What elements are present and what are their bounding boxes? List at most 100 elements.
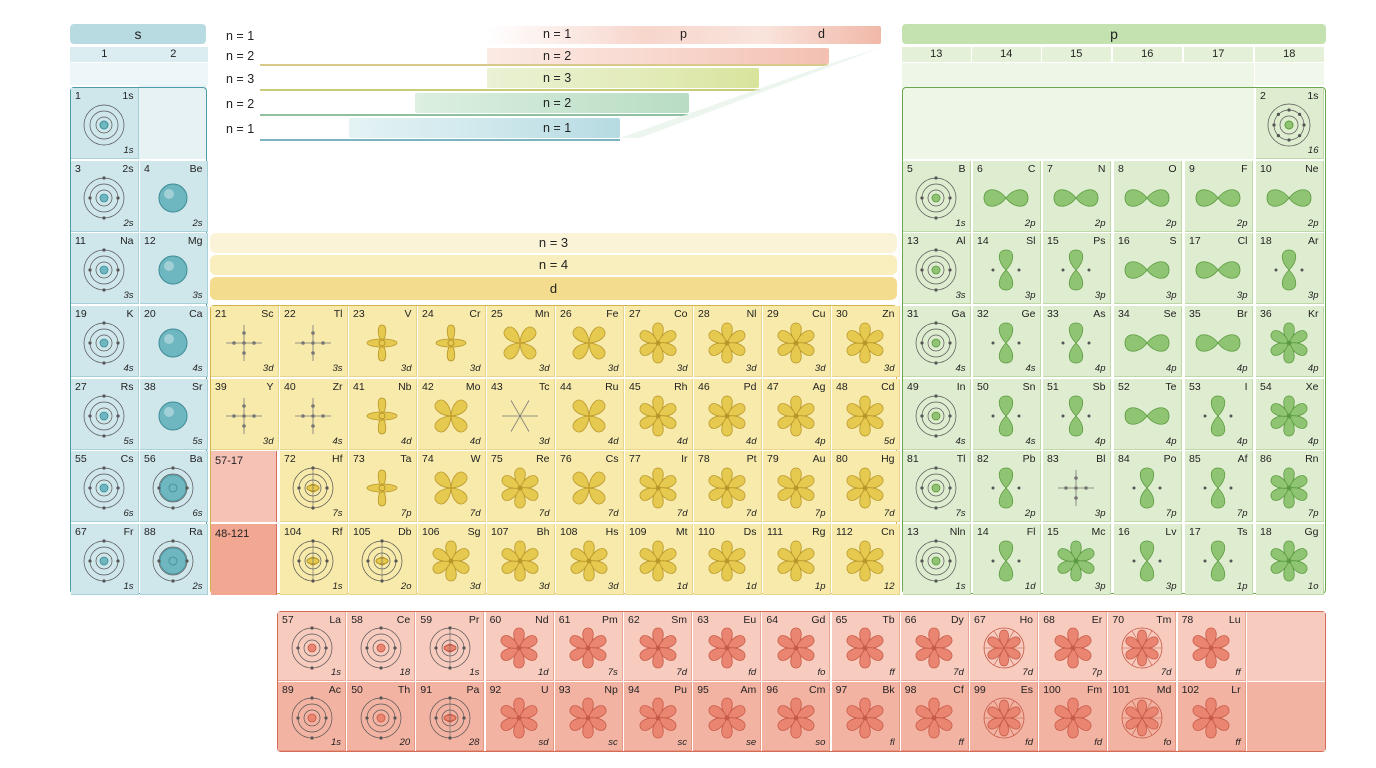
element-cell[interactable]: 15 Ps 3p (1043, 233, 1111, 304)
element-cell[interactable]: 70 Tm 7d (1108, 612, 1177, 681)
element-cell[interactable]: 22 Tl 3s (280, 306, 348, 377)
element-cell[interactable]: 55 Cs 6s (71, 451, 139, 522)
element-cell[interactable]: 39 Y 3d (211, 379, 279, 450)
element-cell[interactable]: 50 Sn 4s (973, 379, 1041, 450)
f-block-placeholder[interactable]: 57-17 (211, 451, 277, 522)
element-cell[interactable]: 11 Na 3s (71, 233, 139, 304)
element-cell[interactable]: 109 Mt 1d (625, 524, 693, 595)
element-cell[interactable]: 17 Ts 1p (1185, 524, 1253, 595)
element-cell[interactable]: 98 Cf ff (900, 682, 969, 751)
element-cell[interactable]: 95 Am se (693, 682, 762, 751)
element-cell[interactable]: 27 Rs 5s (71, 379, 139, 450)
element-cell[interactable]: 58 Ce 18 (347, 612, 416, 681)
element-cell[interactable]: 85 Af 7p (1185, 451, 1253, 522)
element-cell[interactable]: 26 Fe 3d (556, 306, 624, 377)
element-cell[interactable]: 57 La 1s (278, 612, 346, 681)
element-cell[interactable]: 40 Zr 4s (280, 379, 348, 450)
element-cell[interactable]: 97 Bk fl (831, 682, 900, 751)
element-cell[interactable]: 4 Be 2s (140, 161, 208, 232)
element-cell[interactable]: 10 Ne 2p (1256, 161, 1324, 232)
element-cell[interactable]: 16 Lv 3p (1114, 524, 1182, 595)
element-cell[interactable]: 1 1s 1s (71, 88, 139, 159)
element-cell[interactable]: 64 Gd fo (762, 612, 831, 681)
element-cell[interactable]: 86 Rn 7p (1256, 451, 1324, 522)
element-cell[interactable]: 51 Sb 4p (1043, 379, 1111, 450)
element-cell[interactable]: 14 Fl 1d (973, 524, 1041, 595)
element-cell[interactable]: 13 Nln 1s (903, 524, 971, 595)
element-cell[interactable]: 78 Lu ff (1177, 612, 1246, 681)
element-cell[interactable]: 100 Fm fd (1039, 682, 1108, 751)
element-cell[interactable]: 29 Cu 3d (763, 306, 831, 377)
element-cell[interactable]: 18 Ar 3p (1256, 233, 1324, 304)
element-cell[interactable]: 74 W 7d (418, 451, 486, 522)
element-cell[interactable]: 73 Ta 7p (349, 451, 417, 522)
element-cell[interactable]: 94 Pu sc (624, 682, 692, 751)
element-cell[interactable]: 36 Kr 4p (1256, 306, 1324, 377)
element-cell[interactable]: 101 Md fo (1108, 682, 1177, 751)
element-cell[interactable]: 21 Sc 3d (211, 306, 279, 377)
element-cell[interactable]: 66 Dy 7d (900, 612, 969, 681)
element-cell[interactable]: 107 Bh 3d (487, 524, 555, 595)
element-cell[interactable]: 67 Ho 7d (970, 612, 1038, 681)
element-cell[interactable]: 65 Tb ff (831, 612, 900, 681)
element-cell[interactable]: 15 Mc 3p (1043, 524, 1111, 595)
element-cell[interactable]: 89 Ac 1s (278, 682, 346, 751)
element-cell[interactable]: 63 Eu fd (693, 612, 762, 681)
element-cell[interactable]: 7 N 2p (1043, 161, 1111, 232)
element-cell[interactable]: 48 Cd 5d (832, 379, 900, 450)
element-cell[interactable]: 50 Th 20 (347, 682, 416, 751)
element-cell[interactable]: 99 Es fd (970, 682, 1038, 751)
element-cell[interactable]: 28 Nl 3d (694, 306, 762, 377)
element-cell[interactable]: 72 Hf 7s (280, 451, 348, 522)
element-cell[interactable]: 30 Zn 3d (832, 306, 900, 377)
element-cell[interactable]: 6 C 2p (973, 161, 1041, 232)
element-cell[interactable]: 16 S 3p (1114, 233, 1182, 304)
element-cell[interactable]: 75 Re 7d (487, 451, 555, 522)
element-cell[interactable]: 41 Nb 4d (349, 379, 417, 450)
element-cell[interactable]: 12 Mg 3s (140, 233, 208, 304)
element-cell[interactable]: 111 Rg 1p (763, 524, 831, 595)
element-cell[interactable]: 110 Ds 1d (694, 524, 762, 595)
element-cell[interactable]: 102 Lr ff (1177, 682, 1246, 751)
element-cell[interactable]: 44 Ru 4d (556, 379, 624, 450)
element-cell[interactable]: 17 Cl 3p (1185, 233, 1253, 304)
element-cell[interactable]: 80 Hg 7d (832, 451, 900, 522)
element-cell[interactable]: 34 Se 4p (1114, 306, 1182, 377)
element-cell[interactable]: 14 Sl 3p (973, 233, 1041, 304)
element-cell[interactable]: 13 Al 3s (903, 233, 971, 304)
element-cell[interactable]: 3 2s 2s (71, 161, 139, 232)
element-cell[interactable]: 42 Mo 4d (418, 379, 486, 450)
element-cell[interactable]: 53 I 4p (1185, 379, 1253, 450)
f-block-placeholder[interactable]: 48-121 (211, 524, 277, 595)
element-cell[interactable]: 83 Bl 3p (1043, 451, 1111, 522)
element-cell[interactable]: 25 Mn 3d (487, 306, 555, 377)
element-cell[interactable]: 52 Te 4p (1114, 379, 1182, 450)
element-cell[interactable]: 78 Pt 7d (694, 451, 762, 522)
element-cell[interactable]: 84 Po 7p (1114, 451, 1182, 522)
element-cell[interactable]: 47 Ag 4p (763, 379, 831, 450)
element-cell[interactable]: 79 Au 7p (763, 451, 831, 522)
element-cell[interactable]: 33 As 4p (1043, 306, 1111, 377)
element-cell[interactable]: 91 Pa 28 (416, 682, 485, 751)
element-cell[interactable]: 38 Sr 5s (140, 379, 208, 450)
element-cell[interactable]: 112 Cn 12 (832, 524, 900, 595)
element-cell[interactable]: 61 Pm 7s (554, 612, 623, 681)
element-cell[interactable]: 108 Hs 3d (556, 524, 624, 595)
element-cell[interactable]: 23 V 3d (349, 306, 417, 377)
element-cell[interactable]: 77 Ir 7d (625, 451, 693, 522)
element-cell[interactable]: 106 Sg 3d (418, 524, 486, 595)
element-cell[interactable]: 45 Rh 4d (625, 379, 693, 450)
element-cell[interactable]: 49 In 4s (903, 379, 971, 450)
element-cell[interactable]: 31 Ga 4s (903, 306, 971, 377)
element-cell[interactable]: 62 Sm 7d (624, 612, 692, 681)
element-cell[interactable]: 18 Gg 1o (1256, 524, 1324, 595)
element-cell[interactable]: 2 1s 16 (1256, 88, 1324, 159)
element-cell[interactable]: 9 F 2p (1185, 161, 1253, 232)
element-cell[interactable]: 105 Db 2o (349, 524, 417, 595)
element-cell[interactable]: 8 O 2p (1114, 161, 1182, 232)
element-cell[interactable]: 43 Tc 3d (487, 379, 555, 450)
element-cell[interactable]: 32 Ge 4s (973, 306, 1041, 377)
element-cell[interactable]: 19 K 4s (71, 306, 139, 377)
element-cell[interactable]: 96 Cm so (762, 682, 831, 751)
